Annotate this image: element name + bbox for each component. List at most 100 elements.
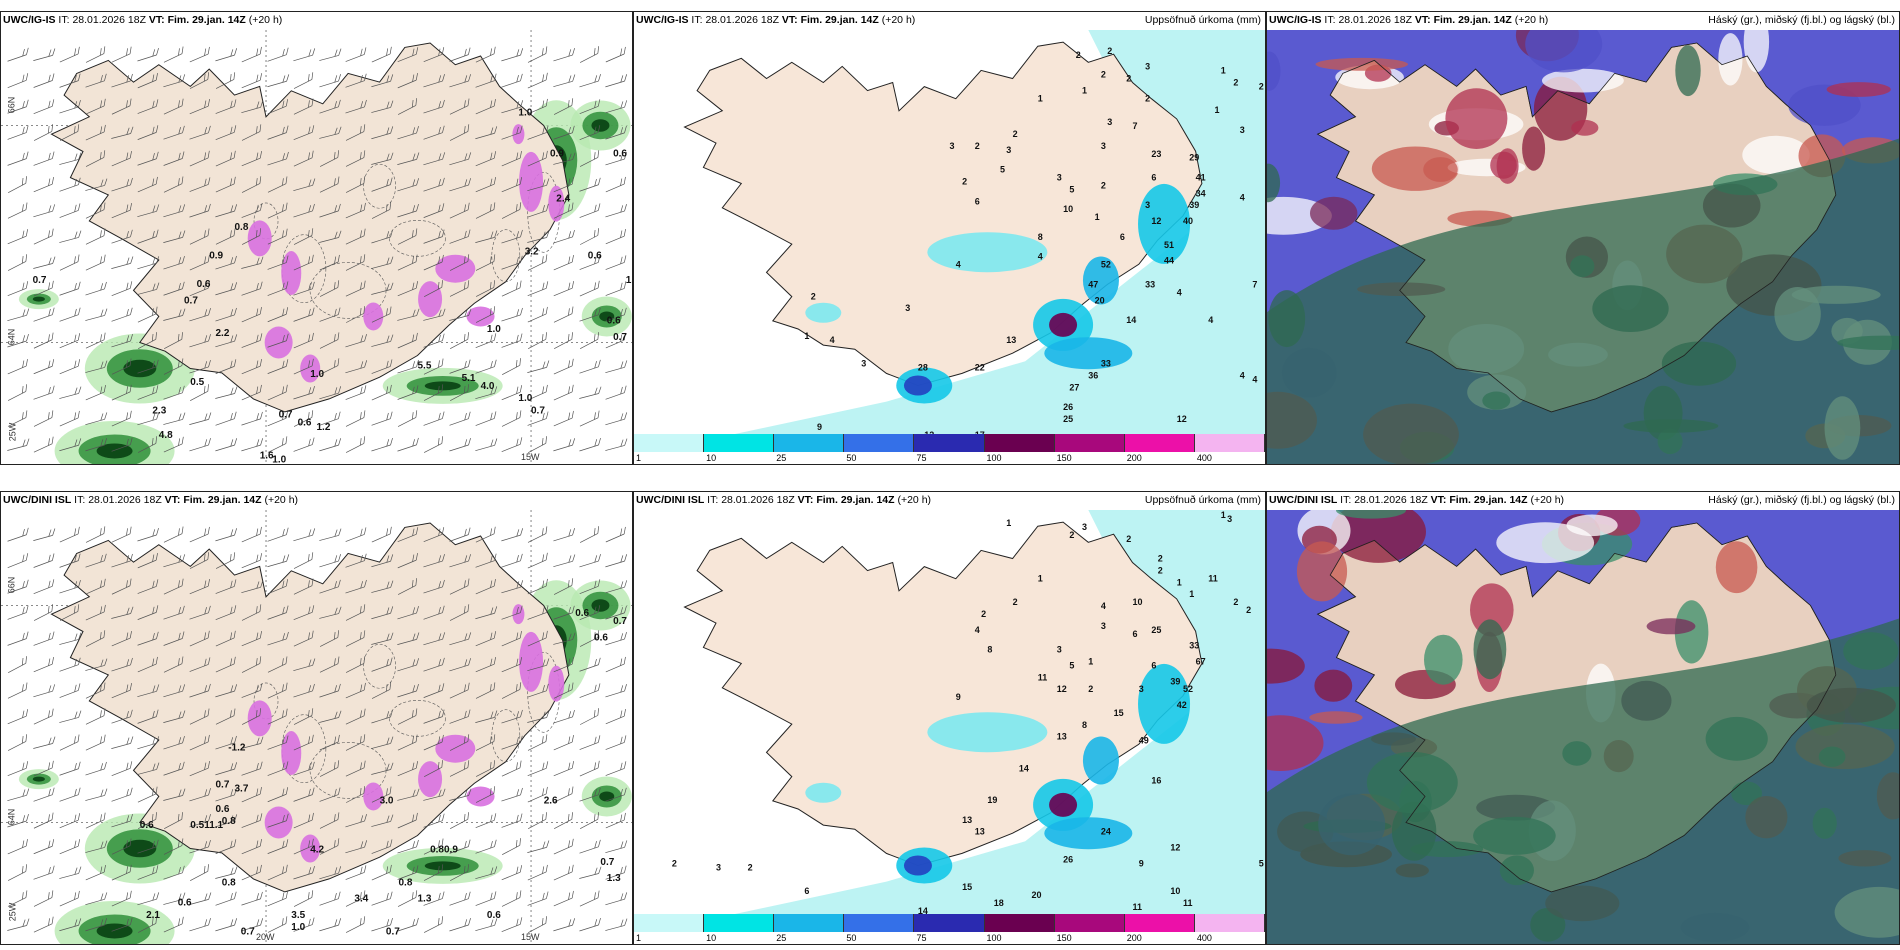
cloud-layer-area [1522,126,1546,171]
wind-barb [215,579,237,594]
cloud-layer-area [1473,619,1507,680]
accum-value-label: 1 [1177,577,1182,587]
precip-value-label: 3.0 [380,796,394,807]
precip-value-label: 3.5 [291,910,305,921]
cloud-layer-area [1445,88,1508,149]
precip-value-label: 1.0 [518,393,532,404]
snow-precip-area [247,700,272,737]
wind-barb [7,631,29,646]
wind-barb [33,890,54,907]
wind-barb [423,709,445,724]
wind-barb [319,150,340,167]
wind-barb [85,360,108,373]
wind-barb [605,918,628,931]
wind-barb [33,839,55,855]
snow-precip-area [247,220,272,257]
wind-barb [164,812,183,829]
accum-value-label: 2 [1126,534,1131,544]
wind-barb [527,254,548,271]
wind-barb [111,606,134,619]
wind-barb [319,812,340,829]
wind-barb [475,631,497,647]
accum-value-label: 10 [1170,886,1180,896]
accum-value-label: 4 [1208,315,1213,325]
wind-barb [501,333,523,348]
wind-barb [527,891,549,906]
colorbar-tick-label: 200 [1126,933,1142,943]
wind-barb [501,202,522,219]
accum-value-label: 22 [975,363,985,373]
wind-barb [319,710,342,723]
wind-barb [319,734,340,751]
wind-barb [241,411,263,426]
wind-barb [293,178,316,191]
wind-barb [111,150,132,167]
wind-barb [59,526,80,543]
wind-barb [475,73,497,88]
wind-barb [7,527,29,542]
accum-value-label: 2 [672,858,677,868]
precip-value-label: 0.6 [594,633,608,644]
wind-barb [579,657,601,672]
wind-barb [7,410,28,427]
colorbar-swatch [984,914,1055,932]
wind-barb [319,787,341,802]
wind-barb [137,579,159,594]
wind-barb [345,280,366,297]
wind-barb [7,788,30,802]
wind-barb [501,630,522,647]
wind-barb [449,124,470,141]
wind-barb [215,359,237,374]
cloud-layer-area [1470,583,1514,637]
cloud-layer-area [1571,119,1599,136]
cloud-layer-area [1743,30,1770,73]
wind-barb [423,384,444,401]
wind-barb [345,760,366,777]
accum-value-label: 1 [1095,212,1100,222]
wind-barb [345,99,367,114]
accum-value-label: 2 [981,609,986,619]
wind-precip-map: 1.0 0.9 0.6 2.4 0.7 0.8 0.9 0.6 0.7 2.2 0.5 2.3 4.8 1… [1,30,632,464]
wind-barb [449,578,470,595]
accum-value-label: 2 [1233,78,1238,88]
wind-barb [449,658,471,672]
wind-barb [111,281,133,297]
cloud-layer-area [1423,157,1458,182]
wind-barb [475,280,496,297]
wind-barb [397,126,419,140]
wind-barb [371,657,393,672]
precip-value-label: 2.3 [152,406,166,417]
wind-barb [33,631,55,646]
accum-value-label: 7 [1252,279,1257,289]
colorbar-swatch [1194,434,1265,452]
wind-barb [579,579,601,594]
accum-value-label: 6 [804,886,809,896]
cloud-layer-area [1309,711,1363,724]
colorbar-swatch [704,434,775,452]
wind-barb [319,918,342,932]
wind-barb [371,606,394,620]
wind-barb [501,657,523,673]
precip-value-label: 0.8 [222,877,236,888]
accum-value-label: 13 [1057,732,1067,742]
wind-barb [423,125,445,140]
panel-field-label: Háský (gr.), miðský (fj.bl.) og lágský (… [1708,14,1895,26]
accum-value-label: 5 [1000,165,1005,175]
wind-barb [371,736,394,749]
wind-barb [7,202,28,219]
wind-barb [423,254,444,271]
wind-barb [164,332,183,349]
panel-title: UWC/IG-IS IT: 28.01.2026 18Z VT: Fim. 29… [636,14,916,26]
wind-barb [475,839,497,854]
wind-barb [267,682,288,699]
wind-barb [111,98,132,115]
wind-barb [241,580,264,594]
wind-barb [423,99,445,114]
wind-barb [605,605,627,620]
wind-barb [553,528,575,542]
accum-value-label: 3 [1145,62,1150,72]
accum-value-label: 34 [1196,188,1206,198]
wind-barb [579,812,599,829]
wind-barb [85,150,106,167]
wind-barb [579,526,600,543]
